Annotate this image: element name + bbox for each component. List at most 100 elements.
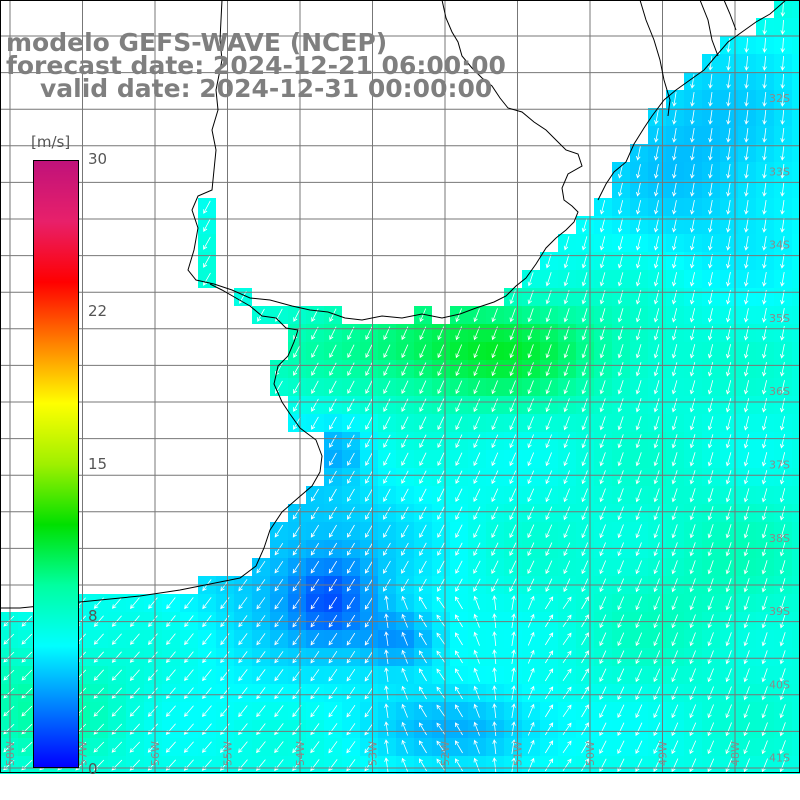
wind-arrow (329, 398, 337, 412)
wind-arrow (147, 669, 158, 681)
wind-arrow (707, 488, 714, 503)
wind-arrow (202, 615, 212, 628)
wind-arrow (473, 649, 480, 664)
wind-arrow (780, 127, 785, 143)
wind-arrow (364, 722, 374, 736)
wind-arrow (671, 596, 678, 611)
wind-arrow (725, 524, 732, 539)
wind-arrow (545, 506, 553, 521)
wind-arrow (419, 344, 427, 359)
wind-arrow (599, 722, 607, 737)
wind-arrow (779, 668, 786, 683)
wind-arrow (202, 633, 212, 646)
wind-arrow (436, 686, 446, 700)
wind-arrow (93, 741, 105, 753)
wind-arrow (599, 218, 606, 233)
wind-cell (792, 108, 800, 126)
wind-cell (792, 162, 800, 180)
wind-arrow (419, 398, 427, 413)
wind-arrow (347, 416, 355, 430)
wind-arrow (707, 362, 714, 377)
wind-arrow (690, 200, 695, 215)
latitude-label: 41S (769, 752, 790, 765)
wind-cell (792, 522, 800, 540)
wind-arrow (509, 542, 517, 557)
wind-arrow (780, 218, 785, 233)
wind-arrow (183, 705, 194, 717)
wind-arrow (274, 560, 284, 574)
wind-arrow (437, 488, 445, 503)
wind-cell (792, 288, 800, 306)
wind-arrow (3, 633, 15, 645)
wind-arrow (527, 380, 534, 395)
wind-arrow (617, 164, 623, 179)
wind-arrow (511, 595, 516, 610)
wind-arrow (111, 597, 122, 609)
wind-arrow (761, 470, 768, 485)
wind-cell (792, 72, 800, 90)
wind-arrow (743, 470, 750, 485)
wind-arrow (401, 757, 408, 772)
wind-cell (792, 216, 800, 234)
wind-cell (792, 648, 800, 666)
wind-arrow (581, 380, 588, 395)
wind-arrow (455, 434, 463, 449)
wind-arrow (689, 686, 697, 701)
wind-arrow (617, 218, 624, 233)
latitude-label: 40S (769, 678, 790, 691)
wind-arrow (347, 452, 355, 466)
wind-arrow (653, 452, 660, 467)
wind-arrow (671, 362, 678, 377)
wind-arrow (346, 686, 356, 700)
wind-arrow (473, 667, 480, 682)
wind-arrow (492, 595, 497, 611)
wind-arrow (599, 344, 606, 359)
wind-arrow (238, 741, 248, 754)
wind-arrow (744, 73, 749, 89)
wind-arrow (762, 37, 767, 53)
wind-arrow (329, 416, 337, 430)
wind-arrow (401, 434, 409, 449)
wind-arrow (329, 470, 337, 484)
wind-arrow (635, 650, 643, 665)
wind-arrow (383, 524, 391, 538)
wind-arrow (581, 740, 589, 754)
wind-arrow (653, 308, 660, 323)
wind-arrow (779, 758, 786, 773)
wind-arrow (780, 344, 785, 359)
wind-arrow (364, 668, 374, 682)
wind-arrow (599, 272, 606, 287)
wind-arrow (671, 308, 678, 323)
wind-arrow (419, 560, 427, 574)
wind-arrow (725, 668, 732, 683)
wind-arrow (401, 398, 409, 413)
wind-arrow (779, 524, 786, 539)
wind-arrow (599, 452, 606, 467)
wind-arrow (365, 398, 373, 412)
wind-arrow (527, 739, 535, 754)
wind-arrow (635, 434, 642, 449)
wind-arrow (545, 416, 552, 431)
wind-arrow (744, 182, 749, 197)
wind-arrow (238, 705, 248, 718)
wind-arrow (183, 687, 194, 700)
wind-arrow (455, 344, 463, 359)
wind-arrow (384, 739, 389, 754)
wind-arrow (672, 110, 677, 125)
wind-arrow (436, 632, 446, 646)
wind-arrow (111, 615, 122, 627)
wind-arrow (635, 236, 642, 251)
wind-arrow (364, 614, 374, 628)
wind-arrow (437, 416, 445, 431)
wind-arrow (617, 524, 624, 539)
wind-arrow (635, 488, 642, 503)
wind-arrow (599, 488, 606, 503)
wind-arrow (761, 704, 768, 719)
wind-arrow (165, 741, 176, 753)
wind-arrow (562, 650, 572, 664)
wind-arrow (726, 110, 731, 125)
latitude-label: 32S (769, 92, 790, 105)
wind-arrow (511, 613, 516, 628)
wind-arrow (129, 705, 140, 717)
wind-arrow (761, 452, 768, 467)
